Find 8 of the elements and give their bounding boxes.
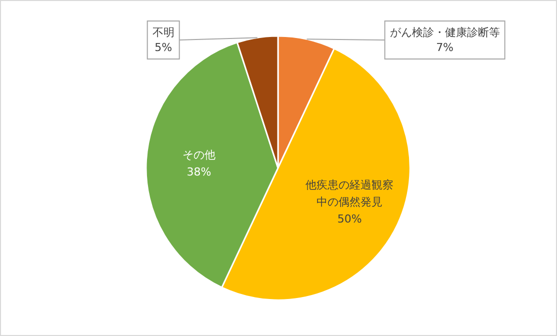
data-label: 38% bbox=[186, 166, 212, 179]
slice-label: 不明 bbox=[152, 26, 174, 39]
data-label: 5% bbox=[154, 41, 172, 54]
data-label: 7% bbox=[436, 41, 454, 54]
data-label: 50% bbox=[337, 212, 362, 226]
slice-label: その他 bbox=[182, 148, 216, 162]
slice-label: がん検診・健康診断等 bbox=[390, 26, 500, 39]
slice-label: 他疾患の経過観察中の偶然発見 bbox=[306, 178, 394, 209]
